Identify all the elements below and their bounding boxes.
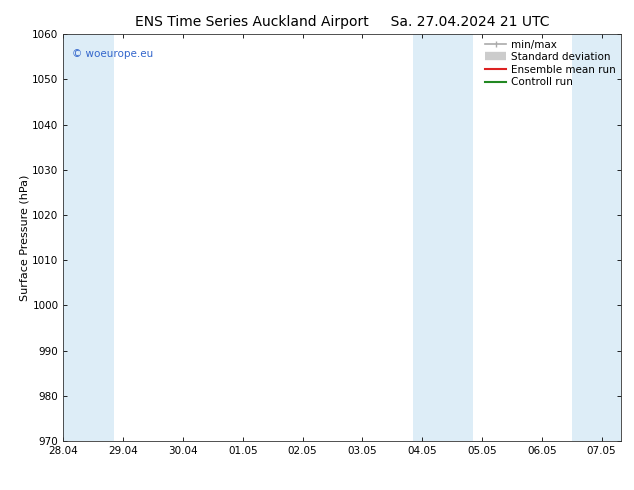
Y-axis label: Surface Pressure (hPa): Surface Pressure (hPa) xyxy=(20,174,30,301)
Legend: min/max, Standard deviation, Ensemble mean run, Controll run: min/max, Standard deviation, Ensemble me… xyxy=(485,40,616,87)
Text: © woeurope.eu: © woeurope.eu xyxy=(72,49,153,58)
Bar xyxy=(413,34,473,441)
Title: ENS Time Series Auckland Airport     Sa. 27.04.2024 21 UTC: ENS Time Series Auckland Airport Sa. 27.… xyxy=(135,15,550,29)
Bar xyxy=(572,34,631,441)
Bar xyxy=(55,34,114,441)
